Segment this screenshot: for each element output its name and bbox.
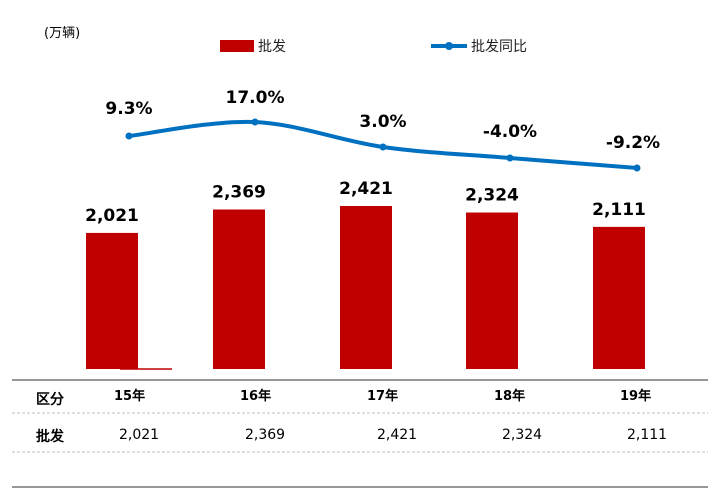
growth-point-18年 xyxy=(506,154,514,162)
table-value-16年: 2,369 xyxy=(245,427,286,443)
legend-bar-label: 批发 xyxy=(258,39,286,55)
growth-point-19年 xyxy=(633,164,641,172)
bar-17年 xyxy=(340,206,392,369)
bar-19年 xyxy=(593,226,645,369)
legend-item-bar: 批发 xyxy=(220,36,286,56)
legend-bar-swatch xyxy=(220,40,254,52)
growth-value-label: -9.2% xyxy=(606,133,660,153)
legend-line-label: 批发同比 xyxy=(471,39,527,55)
table-value-17年: 2,421 xyxy=(377,427,418,443)
growth-value-label: 9.3% xyxy=(105,99,152,119)
table-value-15年: 2,021 xyxy=(119,427,160,443)
growth-value-label: 17.0% xyxy=(226,88,285,108)
table-row-label: 批发 xyxy=(36,429,64,445)
bar-18年 xyxy=(466,212,518,369)
table-year-15年: 15年 xyxy=(114,389,146,404)
bar-value-label: 2,021 xyxy=(85,206,139,226)
table-year-19年: 19年 xyxy=(620,389,652,404)
growth-value-label: 3.0% xyxy=(359,112,406,132)
bar-value-label: 2,369 xyxy=(212,183,266,203)
growth-value-label: -4.0% xyxy=(483,122,537,142)
table-year-16年: 16年 xyxy=(240,389,272,404)
bar-value-label: 2,111 xyxy=(592,200,646,220)
table-value-19年: 2,111 xyxy=(627,427,668,443)
bar-16年 xyxy=(213,209,265,369)
bar-15年 xyxy=(86,232,138,369)
bar-value-label: 2,324 xyxy=(465,186,519,206)
table-value-18年: 2,324 xyxy=(502,427,543,443)
unit-label: (万辆) xyxy=(44,26,81,41)
table-year-18年: 18年 xyxy=(494,389,526,404)
bar-value-label: 2,421 xyxy=(339,179,393,199)
legend-line-swatch xyxy=(431,42,467,50)
legend-item-line: 批发同比 xyxy=(431,36,527,56)
growth-point-16年 xyxy=(251,118,259,126)
table-header-label: 区分 xyxy=(36,392,64,408)
growth-point-15年 xyxy=(125,132,133,140)
growth-point-17年 xyxy=(379,143,387,151)
table-year-17年: 17年 xyxy=(367,389,399,404)
